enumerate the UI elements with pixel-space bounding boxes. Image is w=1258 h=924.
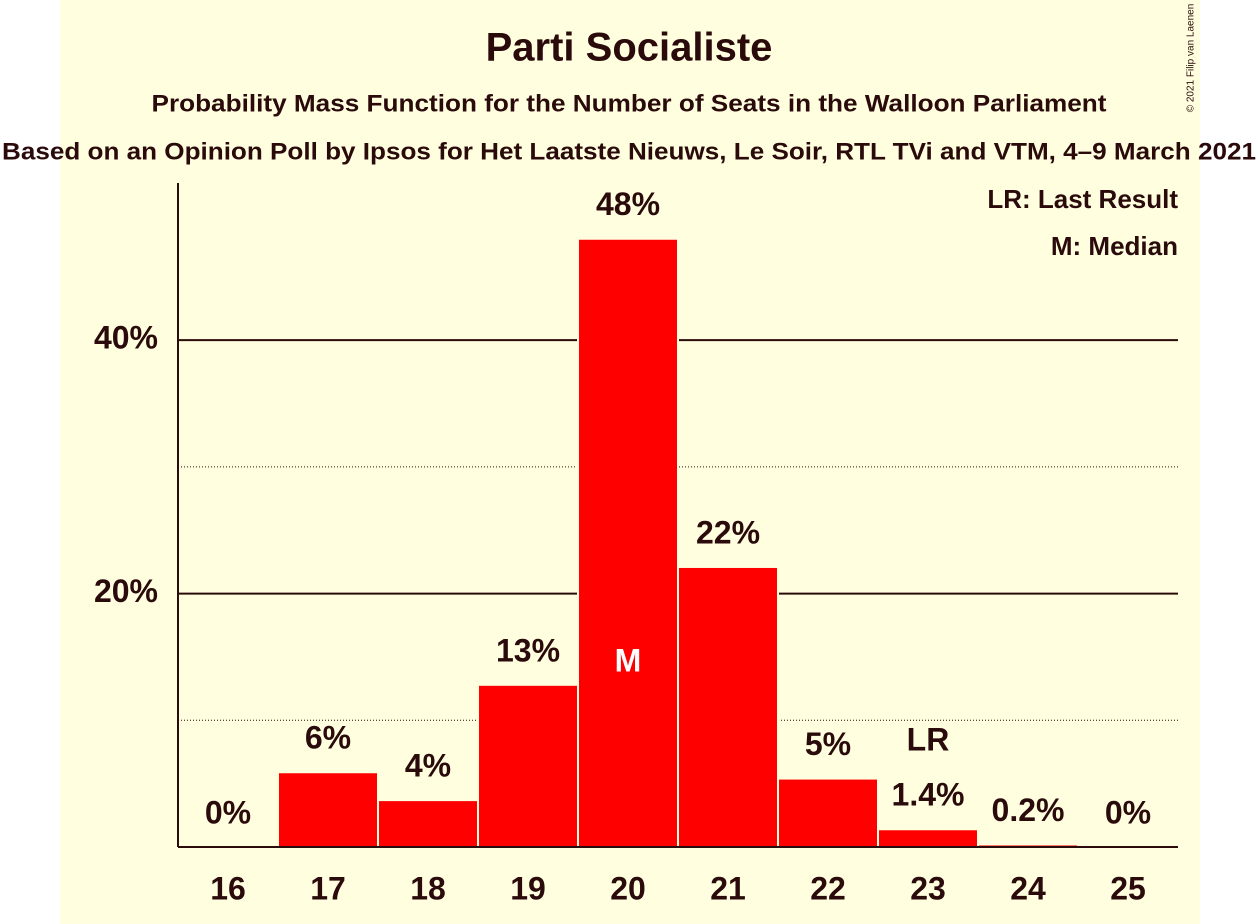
x-tick-label: 22 — [810, 870, 846, 906]
bar — [277, 771, 379, 848]
x-tick-label: 17 — [310, 870, 346, 906]
bar — [477, 683, 579, 848]
last-result-marker: LR — [907, 722, 950, 758]
chart-subtitle: Based on an Opinion Poll by Ipsos for He… — [2, 138, 1256, 165]
value-label: 0.2% — [992, 792, 1065, 828]
bar — [377, 799, 479, 848]
copyright: © 2021 Filip van Laenen — [1186, 4, 1197, 113]
y-tick-label: 40% — [94, 320, 158, 356]
legend-entry: M: Median — [1051, 231, 1178, 261]
x-tick-label: 24 — [1010, 870, 1046, 906]
legend-entry: LR: Last Result — [987, 184, 1178, 214]
bar — [777, 777, 879, 848]
chart-title: Parti Socialiste — [486, 26, 773, 70]
y-tick-label: 20% — [94, 573, 158, 609]
value-label: 1.4% — [892, 777, 965, 813]
median-marker: M — [615, 642, 642, 678]
value-label: 13% — [496, 632, 560, 668]
value-label: 0% — [1105, 794, 1151, 830]
bar — [877, 828, 979, 848]
value-label: 48% — [596, 186, 660, 222]
chart-subtitle: Probability Mass Function for the Number… — [152, 90, 1107, 117]
bar — [677, 565, 779, 849]
bar — [577, 237, 679, 848]
x-tick-label: 21 — [710, 870, 746, 906]
value-label: 5% — [805, 726, 851, 762]
x-tick-label: 25 — [1110, 870, 1146, 906]
value-label: 0% — [205, 794, 251, 830]
x-tick-label: 23 — [910, 870, 946, 906]
x-tick-label: 16 — [210, 870, 246, 906]
x-tick-label: 19 — [510, 870, 546, 906]
x-tick-label: 18 — [410, 870, 446, 906]
value-label: 6% — [305, 720, 351, 756]
value-label: 22% — [696, 514, 760, 550]
x-tick-label: 20 — [610, 870, 646, 906]
value-label: 4% — [405, 748, 451, 784]
